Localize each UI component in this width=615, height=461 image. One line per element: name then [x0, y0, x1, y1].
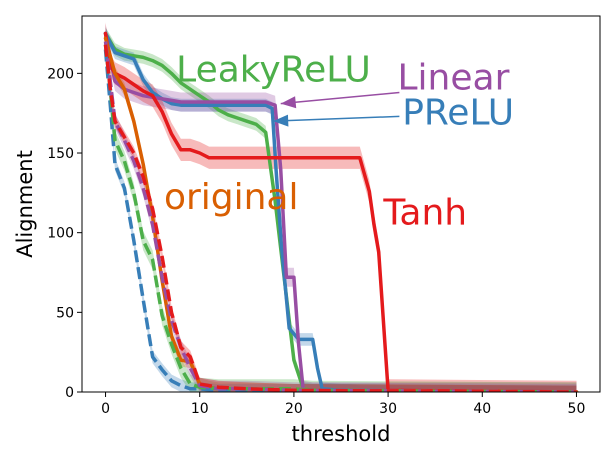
- series-line-3: [103, 31, 579, 392]
- x-tick-label: 20: [285, 401, 303, 417]
- series-line-2: [103, 31, 579, 392]
- annotation-arrow-head-1: [273, 114, 289, 127]
- plot-frame: [81, 15, 601, 393]
- y-tick-label: 100: [47, 226, 74, 242]
- annotation-arrow-head-0: [280, 96, 297, 109]
- annotation-label-1: Linear: [398, 57, 510, 98]
- annotation-label-0: LeakyReLU: [176, 49, 371, 90]
- x-tick-label: 50: [568, 401, 586, 417]
- series-line-5: [103, 49, 577, 392]
- y-tick-label: 200: [47, 66, 74, 82]
- series-lines: [103, 31, 579, 392]
- y-tick-label: 0: [65, 385, 74, 401]
- x-axis-label: threshold: [292, 422, 391, 446]
- annotation-arrow-1: [273, 115, 400, 122]
- x-tick-label: 0: [101, 401, 110, 417]
- annotation-label-3: original: [164, 177, 299, 218]
- x-tick-label: 30: [379, 401, 397, 417]
- series-line-1: [103, 31, 579, 392]
- series-band-0: [105, 27, 577, 392]
- series-line-8: [103, 44, 577, 392]
- annotation-arrow-0: [280, 91, 400, 105]
- x-tick-label: 40: [473, 401, 491, 417]
- x-axis: 0 10 20 30 40 50: [101, 392, 585, 417]
- annotation-label-2: PReLU: [402, 92, 514, 133]
- annotation-arrows: [273, 91, 400, 127]
- annotation-label-4: Tanh: [382, 193, 467, 234]
- y-axis: 0 50 100 150 200: [47, 66, 82, 401]
- y-tick-label: 150: [47, 146, 74, 162]
- x-tick-label: 10: [191, 401, 209, 417]
- y-tick-label: 50: [56, 305, 74, 321]
- y-axis-label: Alignment: [13, 150, 37, 258]
